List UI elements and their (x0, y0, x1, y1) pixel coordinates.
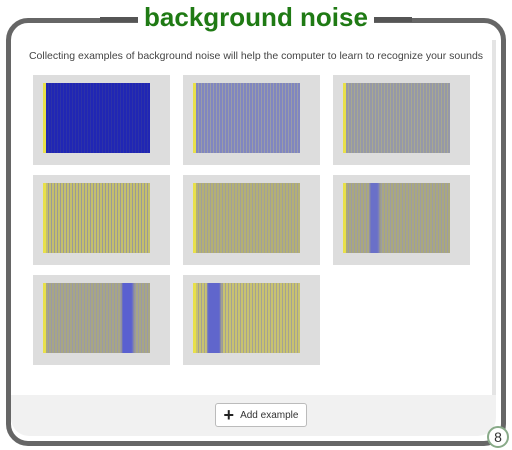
description: Collecting examples of background noise … (0, 50, 512, 62)
example-tile[interactable] (183, 175, 320, 265)
example-tile[interactable] (333, 175, 470, 265)
page: background noise Collecting examples of … (0, 0, 512, 450)
spectrogram (193, 83, 300, 153)
spectrogram (193, 183, 300, 253)
spectrogram (343, 83, 450, 153)
title-wrap: background noise (0, 2, 512, 32)
example-tile[interactable] (33, 275, 170, 365)
spectrogram (43, 283, 150, 353)
plus-icon: + (224, 406, 235, 424)
example-tile[interactable] (183, 75, 320, 165)
example-tile[interactable] (33, 75, 170, 165)
count-badge: 8 (487, 426, 509, 448)
example-tile[interactable] (183, 275, 320, 365)
button-label: Add example (240, 410, 298, 421)
add-example-button[interactable]: + Add example (215, 403, 307, 427)
title: background noise (138, 2, 374, 32)
spectrogram (43, 183, 150, 253)
example-tile[interactable] (33, 175, 170, 265)
spectrogram (43, 83, 150, 153)
example-tile[interactable] (333, 75, 470, 165)
scrollbar (492, 40, 496, 395)
spectrogram (343, 183, 450, 253)
spectrogram (193, 283, 300, 353)
